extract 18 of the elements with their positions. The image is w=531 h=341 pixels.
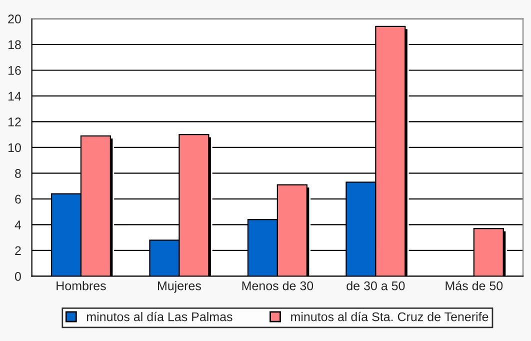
y-tick-label: 18 (8, 40, 21, 50)
y-tick-label: 14 (8, 92, 22, 101)
y-tick-label: 2 (15, 246, 21, 255)
y-tick-label: 0 (14, 272, 21, 281)
x-tick-label: Menos de 30 (242, 281, 314, 290)
legend-label: minutos al día Sta. Cruz de Tenerife (291, 312, 488, 322)
y-tick-label: 12 (8, 118, 21, 126)
y-tick-label: 6 (15, 194, 21, 204)
y-tick-label: 4 (14, 220, 22, 230)
x-tick-label: Mujeres (158, 281, 201, 293)
y-tick-label: 10 (8, 143, 21, 152)
legend-label: minutos al día Las Palmas (86, 312, 232, 322)
x-tick-label: Hombres (56, 281, 106, 290)
y-tick-label: 8 (15, 169, 21, 178)
x-tick-label: Más de 50 (446, 280, 503, 290)
y-tick-label: 20 (8, 14, 21, 24)
y-tick-label: 16 (8, 66, 21, 75)
x-tick-label: de 30 a 50 (346, 281, 405, 290)
